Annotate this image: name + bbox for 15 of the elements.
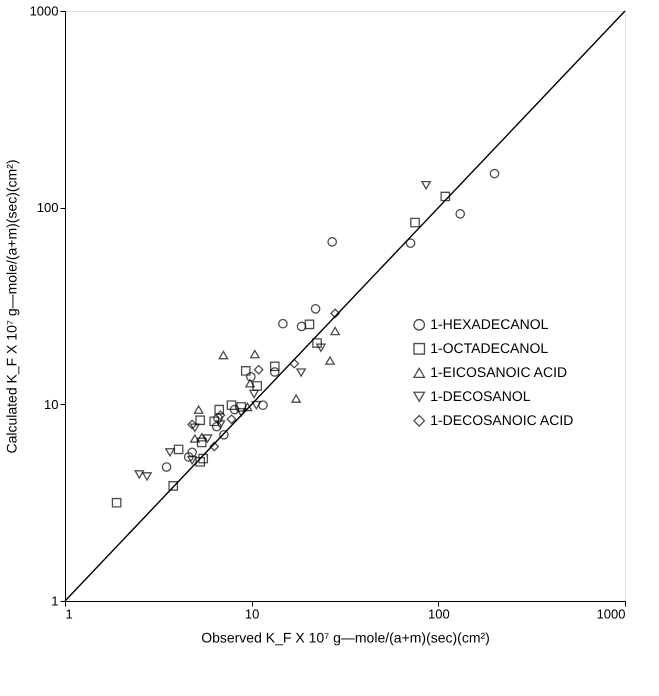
legend-label: 1-HEXADECANOL [430,316,549,332]
legend-label: 1-EICOSANOIC ACID [430,364,568,380]
y-tick-label: 1 [51,594,58,608]
y-tick-label: 1000 [30,4,58,18]
x-axis-title: Observed K_F X 10⁷ g—mole/(a+m)(sec)(cm²) [201,630,490,646]
legend-label: 1-DECOSANOIC ACID [430,412,574,428]
legend-label: 1-OCTADECANOL [430,340,548,356]
x-tick-label: 1000 [596,606,626,622]
legend-label: 1-DECOSANOL [430,388,531,404]
y-tick-label: 100 [36,200,58,216]
x-tick-label: 100 [428,606,450,622]
y-tick-label: 10 [44,396,58,412]
x-tick-label: 1 [66,606,73,622]
x-tick-label: 10 [244,606,260,622]
y-axis-title: Calculated K_F X 10⁷ g—mole/(a+m)(sec)(cm²) [4,159,20,454]
